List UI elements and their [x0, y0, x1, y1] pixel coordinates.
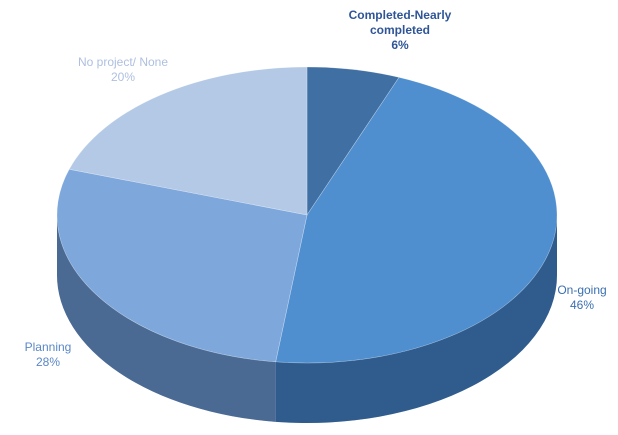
pie-slice [68, 66, 308, 216]
category-label: On-going [557, 283, 607, 297]
data-label: Planning 28% [13, 340, 83, 370]
value-label: 20% [110, 70, 136, 84]
data-label: Completed-Nearly completed 6% [345, 8, 455, 53]
pie-side-shade [57, 215, 276, 422]
data-label: On-going 46% [547, 283, 617, 313]
category-label: No project/ None [77, 55, 169, 69]
value-label: 28% [35, 355, 61, 369]
pie-side [57, 215, 276, 422]
pie-side-shade [275, 215, 557, 423]
value-label: 46% [569, 298, 595, 312]
pie-slice [306, 66, 400, 216]
category-label: Completed-Nearly completed [348, 8, 452, 37]
data-label: No project/ None 20% [58, 55, 188, 85]
value-label: 6% [391, 38, 409, 52]
pie-side [275, 215, 557, 423]
pie-slice [56, 168, 308, 363]
pie-slice [275, 77, 558, 364]
category-label: Planning [24, 340, 72, 354]
